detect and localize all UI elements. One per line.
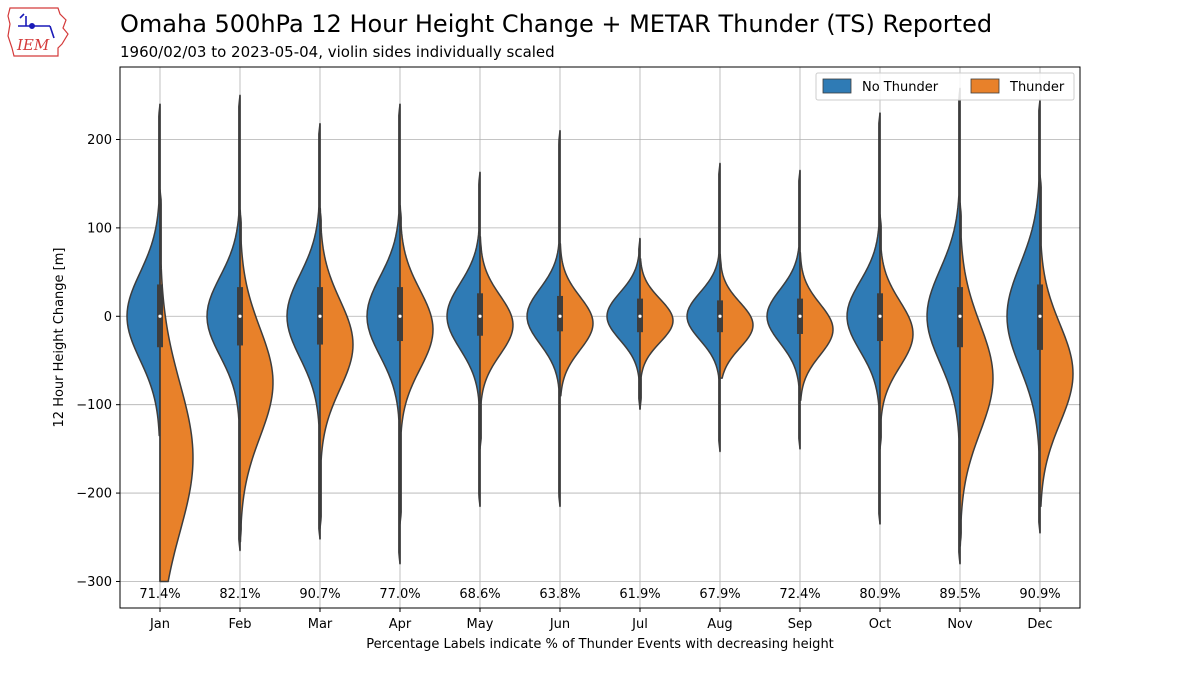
- violin-thunder-may: [479, 235, 514, 450]
- violin-no-thunder-apr: [366, 103, 401, 565]
- weather-station-icon: [18, 13, 55, 39]
- violin-thunder-dec: [1039, 174, 1074, 508]
- median-dot-jun: [558, 314, 562, 318]
- median-dot-oct: [878, 314, 882, 318]
- violin-thunder-jun: [559, 243, 594, 397]
- y-tick-label: 100: [87, 221, 112, 236]
- violin-thunder-mar: [319, 207, 354, 530]
- violin-no-thunder-sep: [766, 169, 801, 450]
- legend-swatch-no-thunder: [822, 78, 852, 94]
- legend: No Thunder Thunder: [815, 72, 1075, 101]
- median-dot-nov: [958, 314, 962, 318]
- violin-layer: [126, 87, 1074, 583]
- median-dot-apr: [398, 314, 402, 318]
- violin-thunder-sep: [799, 251, 834, 402]
- legend-label-no-thunder: No Thunder: [862, 80, 939, 95]
- pct-label-may: 68.6%: [459, 587, 500, 602]
- violin-thunder-aug: [719, 253, 754, 379]
- x-tick-label-nov: Nov: [947, 617, 973, 632]
- x-tick-label-oct: Oct: [869, 617, 891, 632]
- median-dot-sep: [798, 314, 802, 318]
- median-dot-jul: [638, 314, 642, 318]
- chart-subtitle: 1960/02/03 to 2023-05-04, violin sides i…: [120, 43, 555, 61]
- x-tick-label-may: May: [467, 617, 494, 632]
- iem-logo: IEM: [7, 7, 69, 57]
- x-tick-label-jul: Jul: [631, 617, 648, 632]
- violin-no-thunder-oct: [846, 112, 881, 525]
- pct-label-aug: 67.9%: [699, 587, 740, 602]
- box-layer: [157, 88, 1043, 582]
- y-tick-label: −300: [76, 575, 112, 590]
- logo-text: IEM: [16, 36, 50, 54]
- violin-thunder-feb: [239, 209, 274, 543]
- x-tick-label-aug: Aug: [707, 617, 732, 632]
- pct-label-jan: 71.4%: [139, 587, 180, 602]
- median-dot-jan: [158, 314, 162, 318]
- violin-no-thunder-jul: [606, 237, 641, 410]
- violin-thunder-apr: [399, 205, 434, 525]
- violin-thunder-jul: [639, 258, 674, 410]
- violin-no-thunder-aug: [686, 162, 721, 453]
- axis-layer: 200 100 0 −100 −200 −300 Jan Feb Mar Apr May Jun Jul…: [76, 133, 1052, 632]
- violin-no-thunder-mar: [286, 122, 321, 540]
- pct-label-jun: 63.8%: [539, 587, 580, 602]
- violin-no-thunder-nov: [926, 87, 961, 565]
- legend-frame: [815, 72, 1075, 101]
- y-axis-label: 12 Hour Height Change [m]: [52, 248, 67, 428]
- x-tick-label-jun: Jun: [549, 617, 570, 632]
- iqr-box-apr: [397, 287, 403, 342]
- violin-no-thunder-dec: [1006, 98, 1041, 534]
- violin-no-thunder-feb: [206, 94, 241, 552]
- legend-swatch-thunder: [970, 78, 1000, 94]
- x-tick-label-apr: Apr: [389, 617, 412, 632]
- iqr-box-may: [477, 293, 483, 336]
- pct-label-mar: 90.7%: [299, 587, 340, 602]
- y-tick-label: −200: [76, 487, 112, 502]
- legend-label-thunder: Thunder: [1009, 80, 1065, 95]
- y-tick-label: −100: [76, 398, 112, 413]
- label-layer: 71.4% 82.1% 90.7% 77.0% 68.6% 63.8% 61.9% 67.9%…: [139, 587, 1060, 602]
- iqr-box-jun: [557, 295, 563, 332]
- pct-label-jul: 61.9%: [619, 587, 660, 602]
- pct-label-apr: 77.0%: [379, 587, 420, 602]
- x-tick-label-jan: Jan: [149, 617, 170, 632]
- pct-label-oct: 80.9%: [859, 587, 900, 602]
- pct-label-feb: 82.1%: [219, 587, 260, 602]
- x-tick-label-mar: Mar: [308, 617, 333, 632]
- y-tick-label: 0: [104, 310, 112, 325]
- x-tick-label-sep: Sep: [788, 617, 813, 632]
- x-axis-label: Percentage Labels indicate % of Thunder …: [366, 637, 834, 652]
- median-dot-dec: [1038, 314, 1042, 318]
- violin-no-thunder-jan: [126, 103, 161, 437]
- median-dot-aug: [718, 314, 722, 318]
- pct-label-sep: 72.4%: [779, 587, 820, 602]
- median-dot-feb: [238, 314, 242, 318]
- x-tick-label-feb: Feb: [228, 617, 251, 632]
- y-tick-label: 200: [87, 133, 112, 148]
- chart-title: Omaha 500hPa 12 Hour Height Change + MET…: [120, 10, 993, 38]
- violin-thunder-nov: [959, 202, 994, 547]
- iowa-state-outline: [7, 7, 69, 57]
- violin-thunder-jan: [159, 189, 194, 583]
- violin-thunder-oct: [879, 213, 914, 450]
- plot-frame: [119, 66, 1081, 609]
- median-dot-mar: [318, 314, 322, 318]
- median-dot-may: [478, 314, 482, 318]
- violin-no-thunder-jun: [526, 129, 561, 508]
- violin-no-thunder-may: [446, 171, 481, 508]
- pct-label-nov: 89.5%: [939, 587, 980, 602]
- pct-label-dec: 90.9%: [1019, 587, 1060, 602]
- x-tick-label-dec: Dec: [1027, 617, 1052, 632]
